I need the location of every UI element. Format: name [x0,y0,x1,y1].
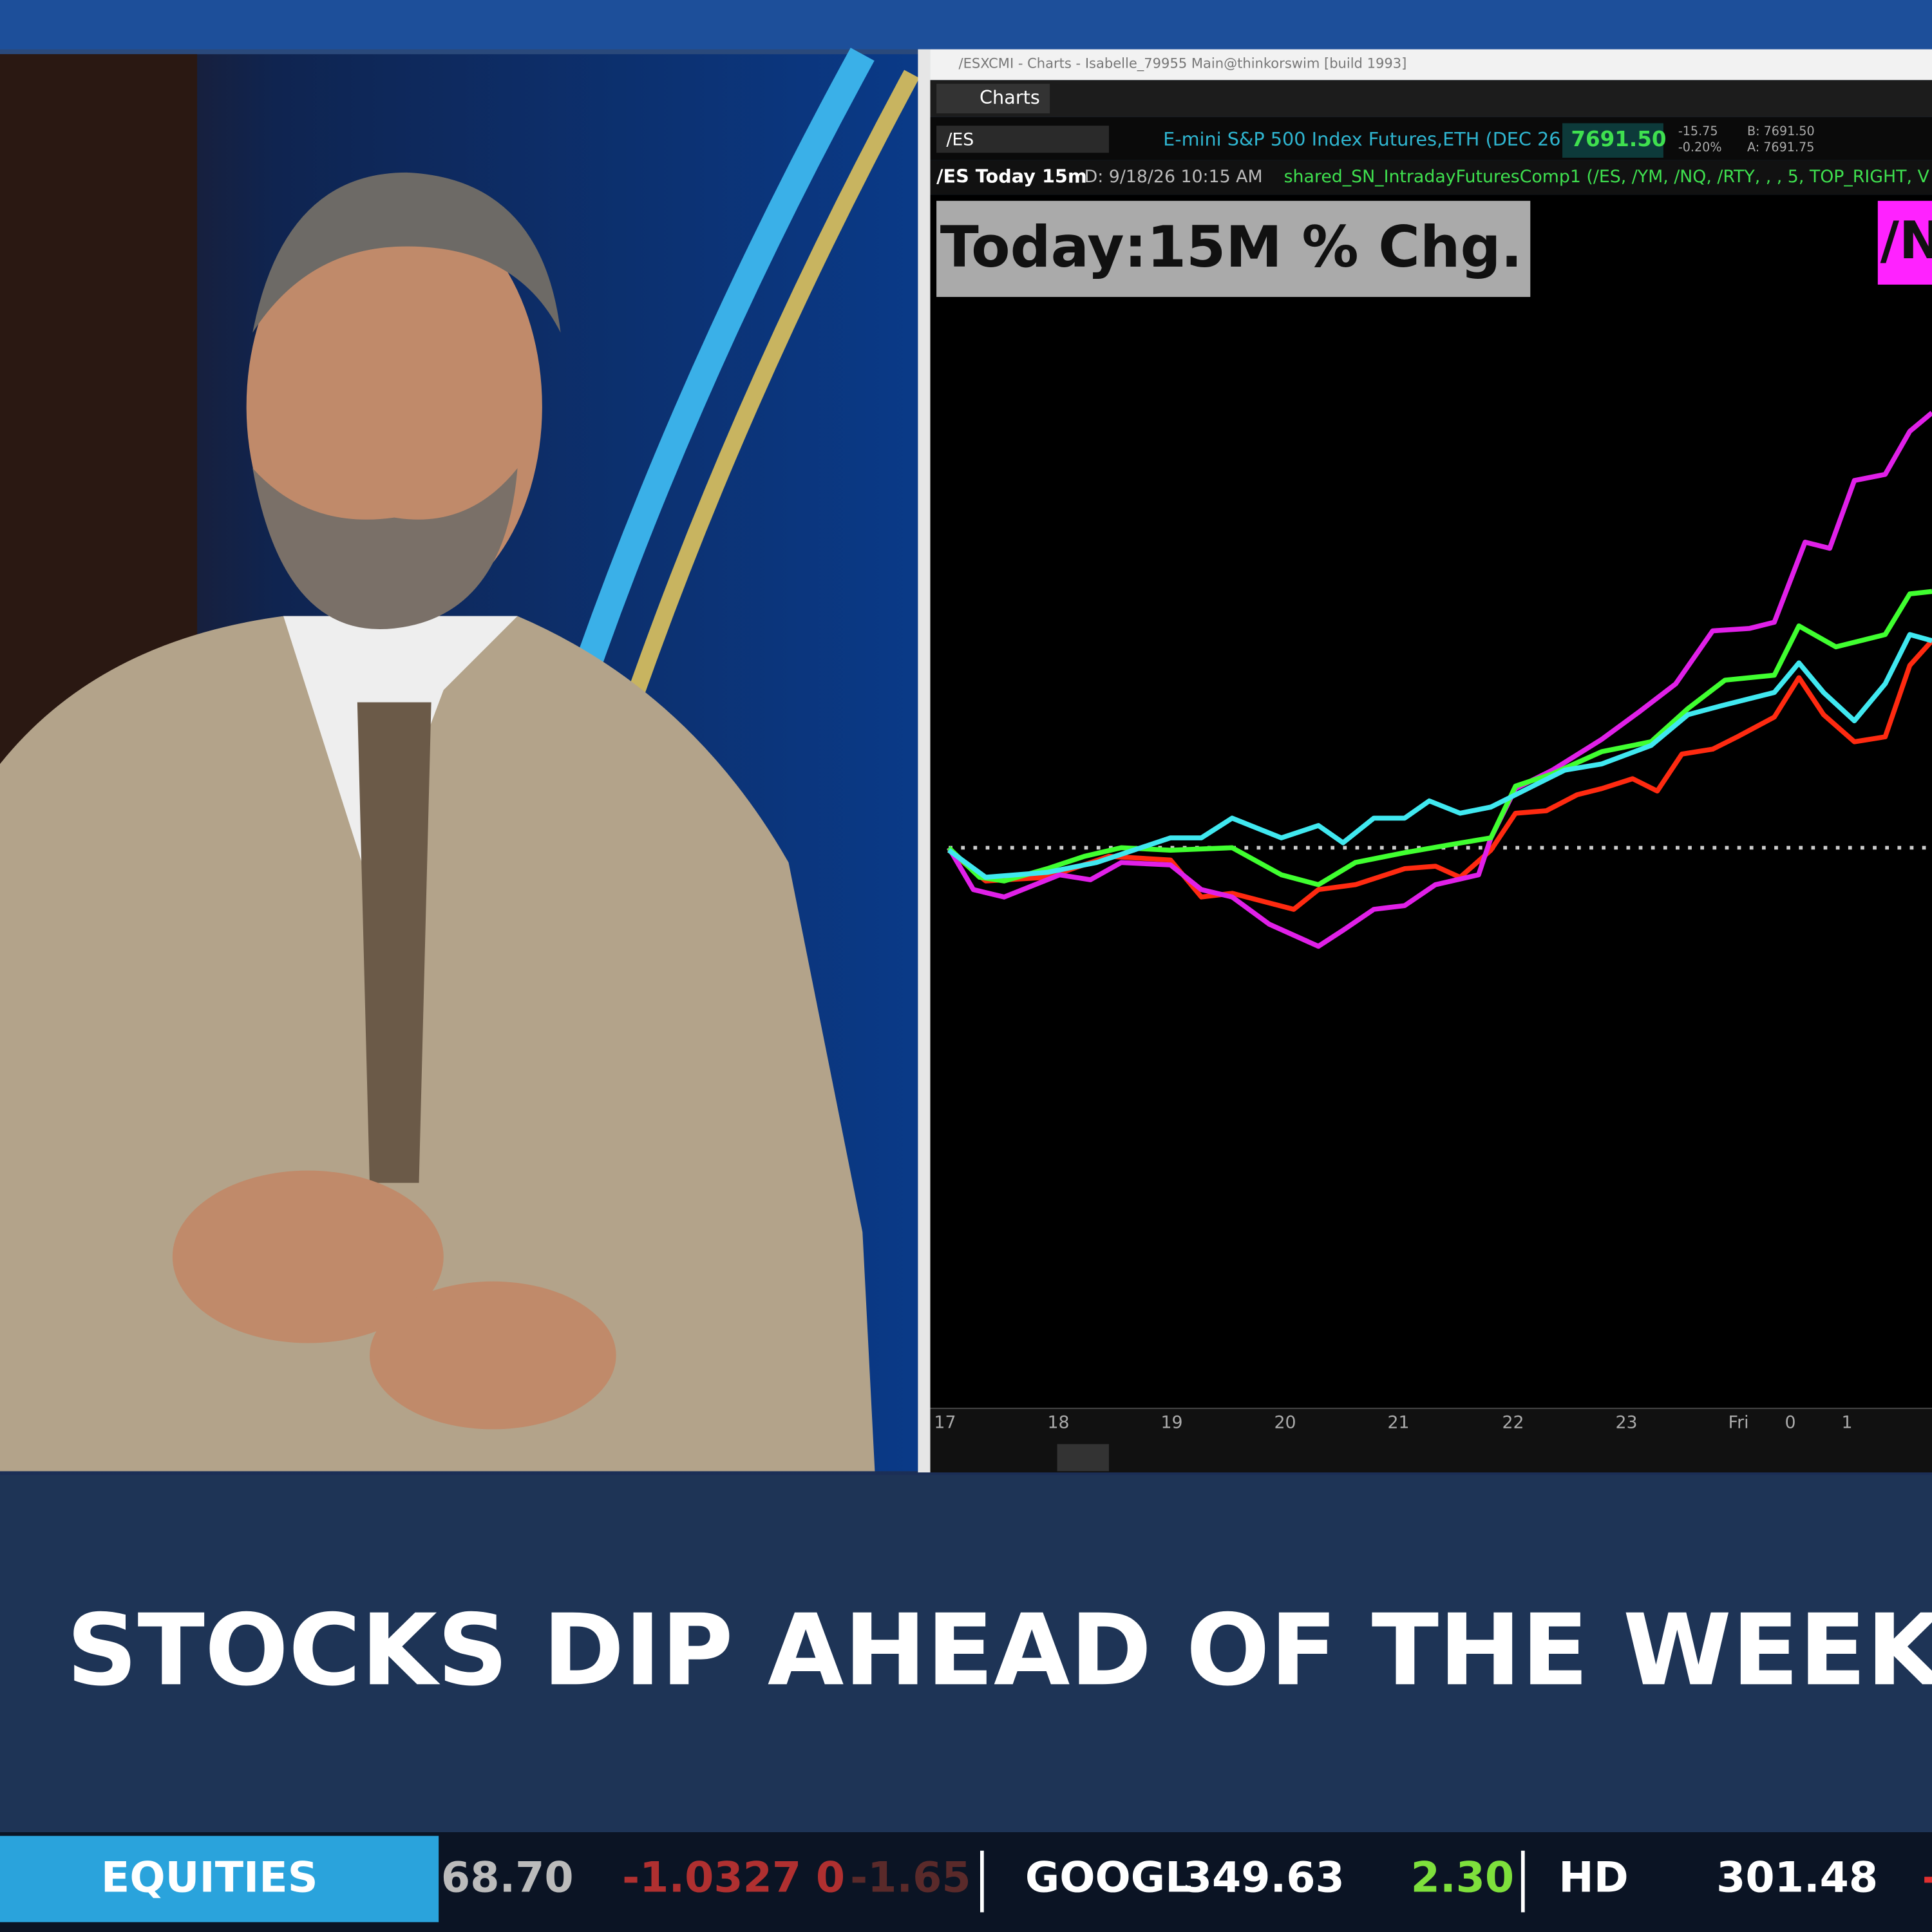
ticker-item: 2.30 [1411,1854,1515,1902]
x-axis-label: 21 [1388,1412,1410,1432]
ticker-item: HD [1558,1854,1628,1902]
ticker-item: - [1922,1854,1932,1902]
legend-tag-box [1877,200,1932,285]
ticker-item: -1.65 [850,1854,971,1902]
line-magenta [946,411,1932,949]
line-red [947,639,1932,912]
top-band [0,0,1932,50]
x-axis-label: 22 [1502,1412,1524,1432]
studio-arc [620,70,920,718]
symbol: /ES [946,130,974,150]
studio-arc [566,48,875,695]
line-green [947,589,1932,887]
presenter-hands [369,1281,616,1430]
legend-tag: /N [1880,210,1932,270]
chart-label: /ES Today 15m [936,166,1087,187]
description: E-mini S&P 500 Index Futures,ETH (DEC 26… [1163,128,1568,150]
ticker-item: -1.0327 0 [622,1854,845,1902]
ticker-section-box [0,1835,439,1922]
window-titlebar [930,49,1932,80]
x-axis-label: 20 [1274,1412,1296,1432]
ticker-item: 68.70 [441,1854,574,1902]
divider [918,49,931,1473]
presenter-hair [252,172,561,333]
x-axis-label: Fri [1728,1412,1749,1432]
change: -15.75 [1678,124,1718,138]
ticker-section: EQUITIES [101,1854,318,1902]
presenter-beard [252,468,518,630]
x-axis-label: 1 [1841,1412,1852,1432]
x-axis-labels: 17 18 19 20 21 22 23 Fri 0 1 [934,1412,1852,1432]
bid: B: 7691.50 [1747,124,1815,138]
study-label: shared_SN_IntradayFuturesComp1 (/ES, /YM… [1284,167,1930,187]
tab[interactable] [936,84,1050,114]
presenter-tie [357,702,431,1183]
chart-header [930,160,1932,195]
overlay-title: Today:15M % Chg. [940,214,1522,280]
ask: A: 7691.75 [1747,140,1814,155]
ticker-item: 349.63 [1183,1854,1345,1902]
headline: STOCKS DIP AHEAD OF THE WEEKEN [66,1593,1932,1708]
ticker-items: 68.70 -1.0327 0 -1.65 GOOGL 349.63 2.30 … [441,1850,1932,1913]
last-price: 7691.50 [1571,127,1666,151]
ticker-item: 301.48 [1716,1854,1878,1902]
tab-bar [930,80,1932,117]
x-axis-label: 19 [1160,1412,1182,1432]
overlay-box [936,200,1531,298]
change-pct: -0.20% [1678,140,1722,155]
tab-label: Charts [980,86,1040,108]
chart-lines [946,411,1932,949]
symbol-box[interactable] [936,126,1109,153]
ticker-item: GOOGL [1025,1854,1192,1902]
x-axis-label: 17 [934,1412,956,1432]
line-cyan [947,632,1932,880]
last-box [1562,123,1663,158]
x-axis-label: 0 [1785,1412,1795,1432]
lower-third [0,1475,1932,1833]
window-title: /ESXCMI - Charts - Isabelle_79955 Main@t… [959,55,1407,71]
scroll-button[interactable] [1057,1444,1109,1472]
x-axis-label: 18 [1047,1412,1069,1432]
chart-date: D: 9/18/26 10:15 AM [1084,167,1263,187]
x-axis-label: 23 [1615,1412,1637,1432]
presenter-hands [172,1170,444,1343]
